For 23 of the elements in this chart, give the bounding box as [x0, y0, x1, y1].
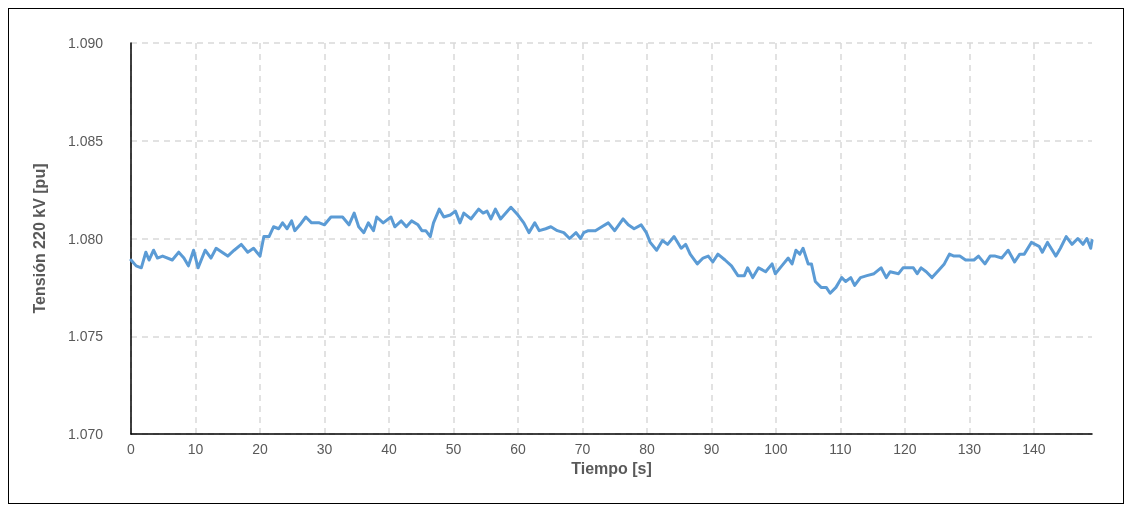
- x-tick-label: 20: [252, 441, 268, 457]
- x-tick-label: 90: [703, 441, 720, 457]
- y-tick-label: 1.080: [67, 230, 104, 247]
- x-tick-label: 10: [187, 441, 204, 457]
- x-tick-label: 140: [1022, 441, 1046, 457]
- x-tick-label: 100: [764, 441, 788, 457]
- x-tick-label: 130: [957, 441, 982, 457]
- x-tick-label: 120: [893, 441, 917, 457]
- x-tick-label: 50: [445, 441, 462, 457]
- x-tick-label: 0: [127, 441, 136, 457]
- x-tick-label: 110: [829, 441, 852, 457]
- line-series: [129, 205, 1094, 295]
- y-tick-label: 1.090: [67, 35, 104, 51]
- x-tick-label: 70: [574, 441, 591, 457]
- y-tick-label: 1.070: [67, 426, 104, 442]
- x-tick-label: 60: [510, 441, 526, 457]
- x-tick-label: 30: [316, 441, 333, 457]
- x-tick-label: 40: [381, 441, 397, 457]
- y-tick-label: 1.085: [67, 132, 104, 149]
- x-axis-title: Tiempo [s]: [571, 460, 652, 478]
- y-axis-title: Tensión 220 kV [pu]: [30, 163, 48, 314]
- x-tick-label: 80: [639, 441, 655, 457]
- y-tick-label: 1.075: [67, 328, 104, 345]
